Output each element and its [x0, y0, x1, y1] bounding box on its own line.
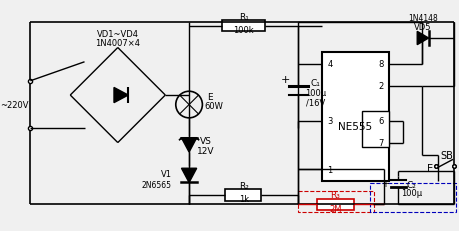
Text: E: E — [207, 93, 213, 102]
Polygon shape — [416, 32, 428, 46]
Text: 1N4148: 1N4148 — [407, 14, 437, 22]
Polygon shape — [114, 88, 128, 103]
Text: VD5: VD5 — [413, 23, 431, 32]
Text: 1N4007×4: 1N4007×4 — [95, 39, 140, 48]
Bar — [317, 199, 353, 210]
Bar — [361, 112, 388, 148]
Text: R₁: R₁ — [238, 12, 248, 21]
Text: SB: SB — [439, 150, 452, 160]
Text: E: E — [426, 163, 433, 173]
Text: 2: 2 — [378, 82, 383, 91]
Text: 1k: 1k — [238, 194, 248, 203]
Text: ~220V: ~220V — [0, 101, 28, 109]
Text: 100k: 100k — [233, 26, 253, 35]
Text: R₃: R₃ — [330, 191, 340, 200]
Text: NE555: NE555 — [338, 122, 372, 131]
Text: 100μ: 100μ — [304, 88, 325, 97]
Text: 2N6565: 2N6565 — [142, 180, 172, 189]
Text: 4: 4 — [326, 60, 332, 69]
Bar — [298, 191, 374, 212]
Text: 60W: 60W — [204, 102, 223, 110]
Text: 8: 8 — [378, 60, 383, 69]
Polygon shape — [181, 138, 196, 152]
Bar — [369, 184, 455, 212]
Bar — [321, 53, 388, 181]
Text: 2M: 2M — [329, 204, 341, 213]
Text: 12V: 12V — [197, 146, 214, 155]
Text: +: + — [380, 179, 388, 189]
Polygon shape — [181, 168, 196, 183]
Text: R₂: R₂ — [238, 181, 248, 190]
Text: 6: 6 — [378, 117, 383, 126]
Text: 7: 7 — [378, 138, 383, 147]
Text: C₁: C₁ — [310, 79, 320, 88]
Text: +: + — [280, 75, 289, 85]
Text: VS: VS — [200, 137, 212, 146]
Text: C₂: C₂ — [406, 180, 415, 189]
Text: 1: 1 — [326, 165, 332, 174]
Text: 100μ: 100μ — [400, 189, 421, 198]
Bar — [222, 21, 264, 32]
Text: VD1~VD4: VD1~VD4 — [96, 30, 139, 39]
Text: /16V: /16V — [305, 98, 325, 107]
Bar — [224, 189, 260, 201]
Text: 3: 3 — [326, 117, 332, 126]
Text: V1: V1 — [161, 170, 172, 179]
